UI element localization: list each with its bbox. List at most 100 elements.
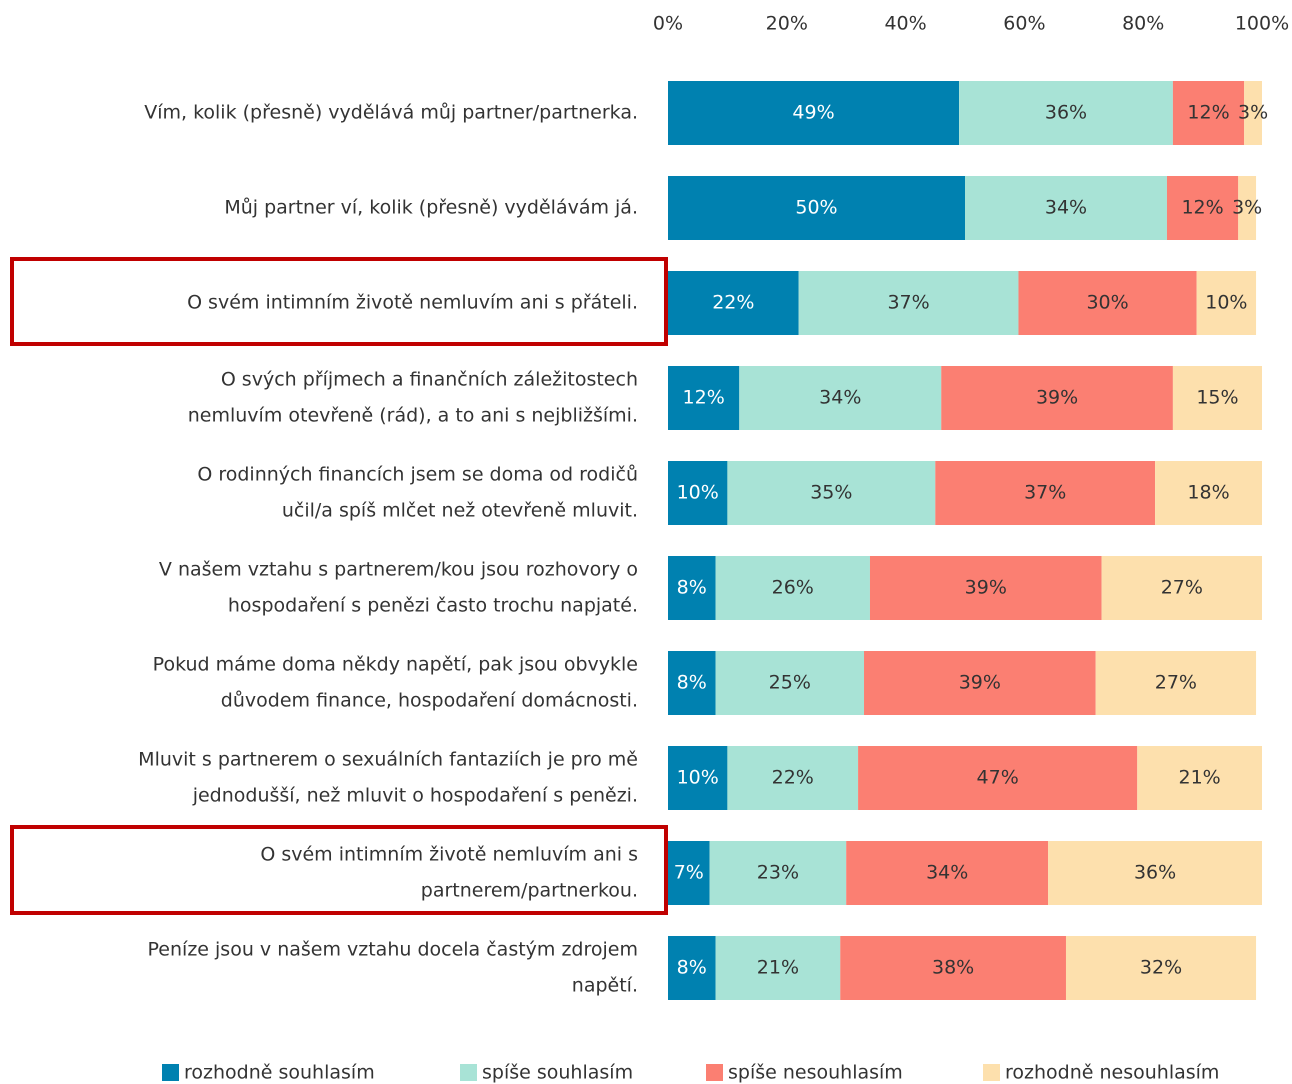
category-label: Můj partner ví, kolik (přesně) vydělávám…: [224, 197, 638, 219]
data-label: 8%: [677, 577, 707, 599]
category-label: V našem vztahu s partnerem/kou jsou rozh…: [159, 559, 638, 581]
data-label: 32%: [1140, 957, 1182, 979]
bar-segment: [739, 366, 942, 430]
bar-segment: [935, 461, 1156, 525]
data-label: 35%: [810, 482, 852, 504]
bar-segment: [668, 556, 716, 620]
bar-segment: [1095, 651, 1257, 715]
bar-segment: [1101, 556, 1262, 620]
data-label: 8%: [677, 957, 707, 979]
data-label: 12%: [1187, 102, 1229, 124]
bar-segment: [715, 936, 841, 1000]
data-label: 22%: [712, 292, 754, 314]
legend-label: rozhodně nesouhlasím: [1005, 1062, 1219, 1084]
category-label: důvodem finance, hospodaření domácnosti.: [221, 690, 638, 712]
bar-segment: [668, 461, 728, 525]
data-label: 30%: [1086, 292, 1128, 314]
legend-swatch: [162, 1064, 179, 1081]
data-label: 3%: [1238, 102, 1268, 124]
data-label: 36%: [1045, 102, 1087, 124]
data-label: 7%: [674, 862, 704, 884]
bar-segment: [727, 746, 859, 810]
data-label: 10%: [677, 767, 719, 789]
bar-segment: [668, 271, 799, 335]
bar-segment: [965, 176, 1167, 240]
legend-swatch: [983, 1064, 1000, 1081]
category-label: Mluvit s partnerem o sexuálních fantazií…: [138, 749, 638, 771]
bar-segment: [798, 271, 1019, 335]
bar-segment: [715, 556, 870, 620]
category-label: Peníze jsou v našem vztahu docela častým…: [148, 939, 638, 961]
x-tick-label: 80%: [1122, 13, 1164, 35]
category-label: O svém intimním životě nemluvím ani s: [260, 844, 638, 866]
category-label: Pokud máme doma někdy napětí, pak jsou o…: [153, 654, 638, 676]
data-label: 3%: [1232, 197, 1262, 219]
data-label: 39%: [959, 672, 1001, 694]
category-label: napětí.: [572, 975, 638, 997]
data-label: 15%: [1196, 387, 1238, 409]
bar-segment: [941, 366, 1173, 430]
bar-segment: [668, 936, 716, 1000]
bar-segment: [1137, 746, 1262, 810]
category-label: hospodaření s penězi často trochu napjat…: [228, 595, 638, 617]
bar-segment: [727, 461, 936, 525]
bar-segment: [668, 841, 710, 905]
data-label: 34%: [819, 387, 861, 409]
bar-segment: [668, 651, 716, 715]
bar-segment: [846, 841, 1049, 905]
legend-swatch: [706, 1064, 723, 1081]
category-label: nemluvím otevřeně (rád), a to ani s nejb…: [188, 405, 638, 427]
data-label: 25%: [769, 672, 811, 694]
data-label: 37%: [1024, 482, 1066, 504]
x-tick-label: 60%: [1003, 13, 1045, 35]
category-label: O rodinných financích jsem se doma od ro…: [197, 464, 638, 486]
data-label: 38%: [932, 957, 974, 979]
bar-segment: [668, 746, 728, 810]
category-label: O svém intimním životě nemluvím ani s př…: [187, 292, 638, 314]
bar-segment: [1244, 81, 1262, 145]
bar-segment: [1172, 81, 1245, 145]
bar-segment: [840, 936, 1066, 1000]
bar-segment: [1048, 841, 1262, 905]
bar-segment: [709, 841, 847, 905]
bar-segment: [1155, 461, 1262, 525]
legend-label: spíše nesouhlasím: [728, 1062, 903, 1084]
legend-label: rozhodně souhlasím: [184, 1062, 375, 1084]
bar-segment: [1065, 936, 1257, 1000]
data-label: 12%: [683, 387, 725, 409]
category-label: O svých příjmech a finančních záležitost…: [221, 369, 638, 391]
data-label: 21%: [757, 957, 799, 979]
bar-segment: [864, 651, 1096, 715]
data-label: 10%: [677, 482, 719, 504]
data-label: 39%: [1036, 387, 1078, 409]
data-label: 18%: [1187, 482, 1229, 504]
data-label: 49%: [792, 102, 834, 124]
bar-segment: [668, 366, 740, 430]
bar-segment: [715, 651, 865, 715]
legend-swatch: [460, 1064, 477, 1081]
category-label: jednodušší, než mluvit o hospodaření s p…: [192, 785, 638, 807]
data-label: 23%: [757, 862, 799, 884]
data-label: 34%: [926, 862, 968, 884]
x-tick-label: 40%: [884, 13, 926, 35]
category-label: učil/a spíš mlčet než otevřeně mluvit.: [282, 500, 638, 522]
data-label: 12%: [1181, 197, 1223, 219]
bar-segment: [1166, 176, 1239, 240]
x-tick-label: 20%: [766, 13, 808, 35]
x-tick-label: 0%: [653, 13, 683, 35]
bar-segment: [1172, 366, 1262, 430]
data-label: 27%: [1155, 672, 1197, 694]
category-label: partnerem/partnerkou.: [421, 880, 638, 902]
bar-segment: [959, 81, 1173, 145]
data-label: 21%: [1179, 767, 1221, 789]
bar-segment: [668, 176, 965, 240]
data-label: 27%: [1161, 577, 1203, 599]
bar-segment: [1238, 176, 1257, 240]
category-label: Vím, kolik (přesně) vydělává můj partner…: [144, 102, 638, 124]
bar-segment: [1196, 271, 1257, 335]
bar-segment: [668, 81, 960, 145]
data-label: 26%: [772, 577, 814, 599]
bar-segment: [858, 746, 1138, 810]
bar-segment: [1018, 271, 1197, 335]
